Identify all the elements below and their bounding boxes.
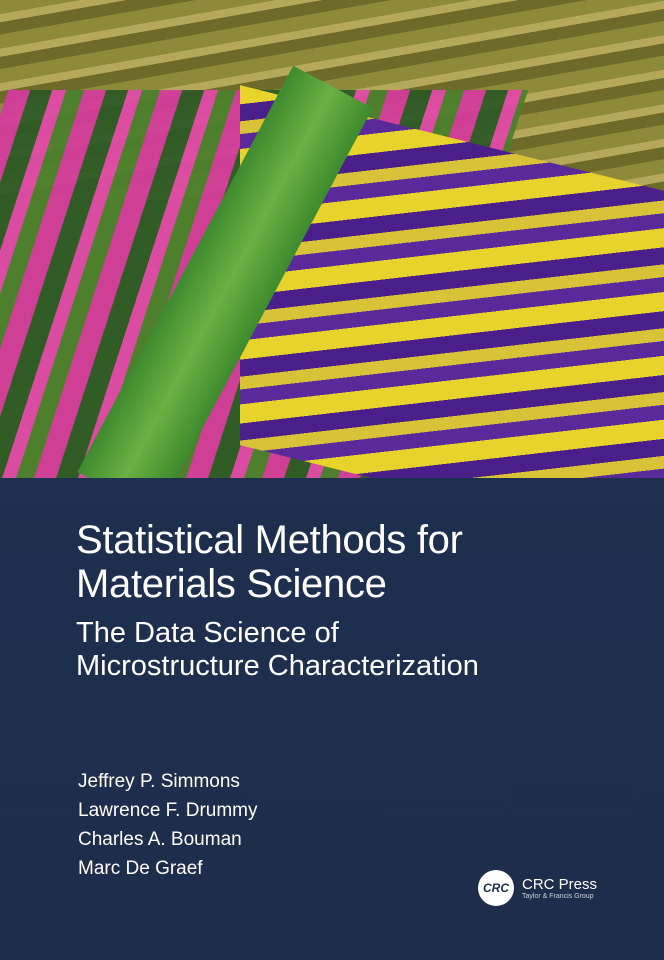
publisher-logo: CRC CRC Press Taylor & Francis Group bbox=[478, 870, 597, 906]
author: Jeffrey P. Simmons bbox=[78, 771, 240, 792]
author: Charles A. Bouman bbox=[78, 829, 242, 850]
cover-panel bbox=[0, 478, 664, 960]
publisher-group: Taylor & Francis Group bbox=[522, 892, 594, 900]
book-title-line2: Materials Science bbox=[76, 562, 387, 606]
author: Lawrence F. Drummy bbox=[78, 800, 258, 821]
author: Marc De Graef bbox=[78, 858, 203, 879]
book-subtitle-line1: The Data Science of bbox=[76, 617, 339, 649]
book-title-line1: Statistical Methods for bbox=[76, 518, 463, 562]
crc-logo-icon: CRC bbox=[478, 870, 514, 906]
book-subtitle-line2: Microstructure Characterization bbox=[76, 650, 479, 682]
publisher-name: CRC Press bbox=[522, 875, 598, 893]
cover-image-microstructure bbox=[0, 0, 664, 478]
